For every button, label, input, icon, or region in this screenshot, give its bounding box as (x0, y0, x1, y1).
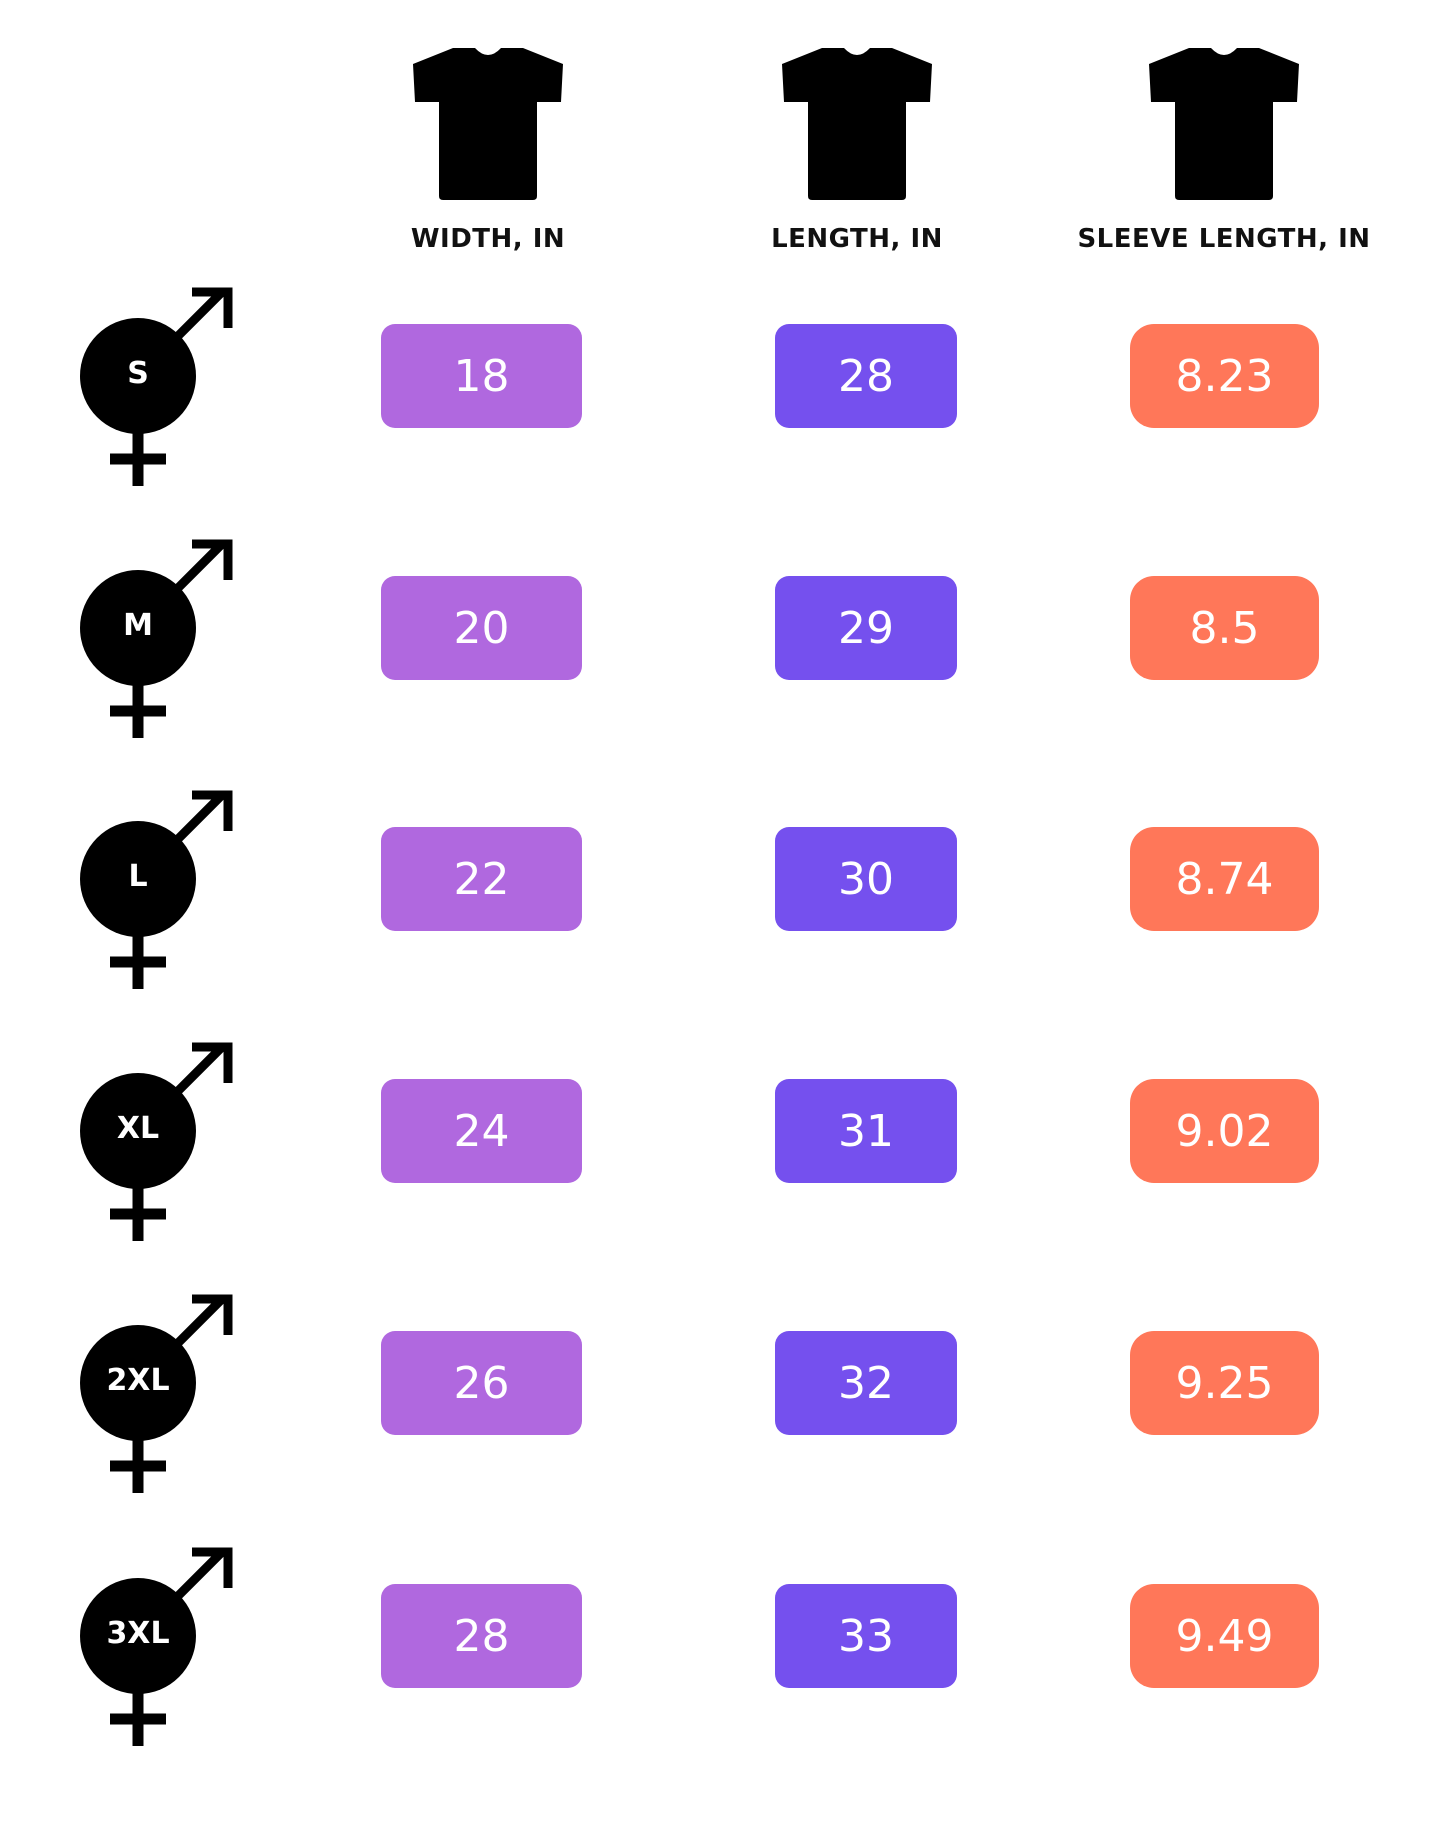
size-label: 3XL (106, 1616, 170, 1651)
length-value: 30 (775, 827, 957, 931)
width-value: 18 (381, 324, 582, 428)
width-value: 28 (381, 1584, 582, 1688)
table-row: L 22 30 8.74 (0, 790, 1445, 1079)
unisex-symbol-icon (80, 1042, 233, 1241)
unisex-symbol-icon (80, 1294, 233, 1493)
length-value: 33 (775, 1584, 957, 1688)
column-header: LENGTH, IN (677, 48, 1037, 254)
column-label: SLEEVE LENGTH, IN (1077, 224, 1371, 254)
column-header: WIDTH, IN (308, 48, 668, 254)
column-label: LENGTH, IN (771, 224, 943, 254)
table-row: S 18 28 8.23 (0, 287, 1445, 576)
tshirt-icon (782, 48, 932, 200)
sleeve-length-value: 9.25 (1130, 1331, 1319, 1435)
length-value: 28 (775, 324, 957, 428)
length-value: 31 (775, 1079, 957, 1183)
width-value: 22 (381, 827, 582, 931)
tshirt-icon (413, 48, 563, 200)
size-label: S (127, 356, 149, 391)
width-value: 24 (381, 1079, 582, 1183)
table-row: 2XL 26 32 9.25 (0, 1294, 1445, 1583)
sleeve-length-value: 9.02 (1130, 1079, 1319, 1183)
size-label: 2XL (106, 1363, 170, 1398)
tshirt-icon (1149, 48, 1299, 200)
length-value: 32 (775, 1331, 957, 1435)
column-label: WIDTH, IN (410, 224, 566, 254)
size-label: M (123, 608, 153, 643)
sleeve-length-value: 8.5 (1130, 576, 1319, 680)
table-row: XL 24 31 9.02 (0, 1042, 1445, 1331)
length-value: 29 (775, 576, 957, 680)
table-row: 3XL 28 33 9.49 (0, 1547, 1445, 1836)
table-row: M 20 29 8.5 (0, 539, 1445, 828)
size-label: XL (116, 1111, 160, 1146)
sleeve-length-value: 9.49 (1130, 1584, 1319, 1688)
unisex-symbol-icon (80, 539, 233, 738)
column-header: SLEEVE LENGTH, IN (1044, 48, 1404, 254)
unisex-symbol-icon (80, 1547, 233, 1746)
sleeve-length-value: 8.74 (1130, 827, 1319, 931)
size-label: L (128, 859, 148, 894)
width-value: 26 (381, 1331, 582, 1435)
unisex-symbol-icon (80, 790, 233, 989)
sleeve-length-value: 8.23 (1130, 324, 1319, 428)
unisex-symbol-icon (80, 287, 233, 486)
width-value: 20 (381, 576, 582, 680)
